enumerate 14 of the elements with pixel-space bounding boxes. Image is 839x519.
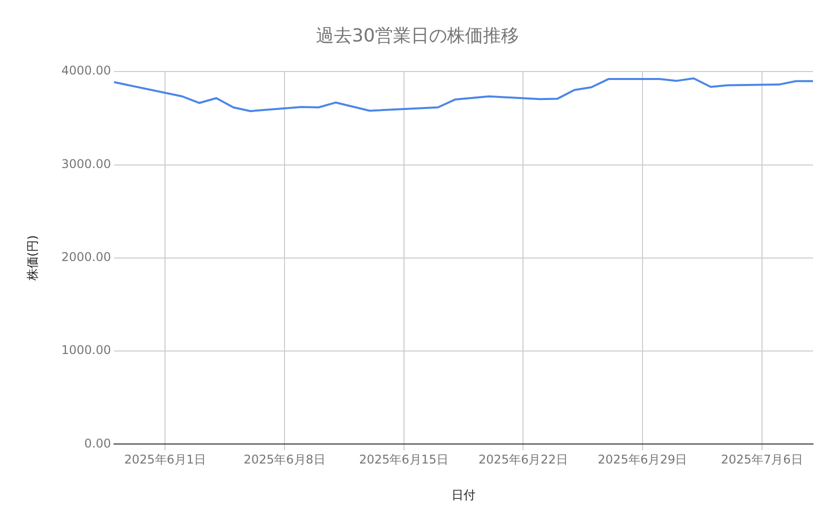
x-axis-title: 日付 (452, 488, 476, 502)
x-tick-label: 2025年6月8日 (244, 452, 326, 467)
y-tick-label: 2000.00 (61, 250, 112, 264)
y-axis-title: 株価(円) (25, 235, 40, 282)
y-tick-label: 0.00 (84, 436, 112, 450)
y-tick-label: 1000.00 (61, 343, 112, 358)
x-tick-label: 2025年7月6日 (720, 452, 803, 467)
x-tick-label: 2025年6月1日 (124, 452, 206, 467)
y-tick-label: 3000.00 (61, 156, 112, 171)
x-tick-label: 2025年6月15日 (359, 452, 449, 467)
chart-title: 過去30営業日の株価推移 (316, 25, 519, 46)
x-tick-label: 2025年6月29日 (598, 452, 688, 467)
y-tick-label: 4000.00 (61, 64, 112, 78)
x-tick-label: 2025年6月22日 (478, 452, 568, 467)
